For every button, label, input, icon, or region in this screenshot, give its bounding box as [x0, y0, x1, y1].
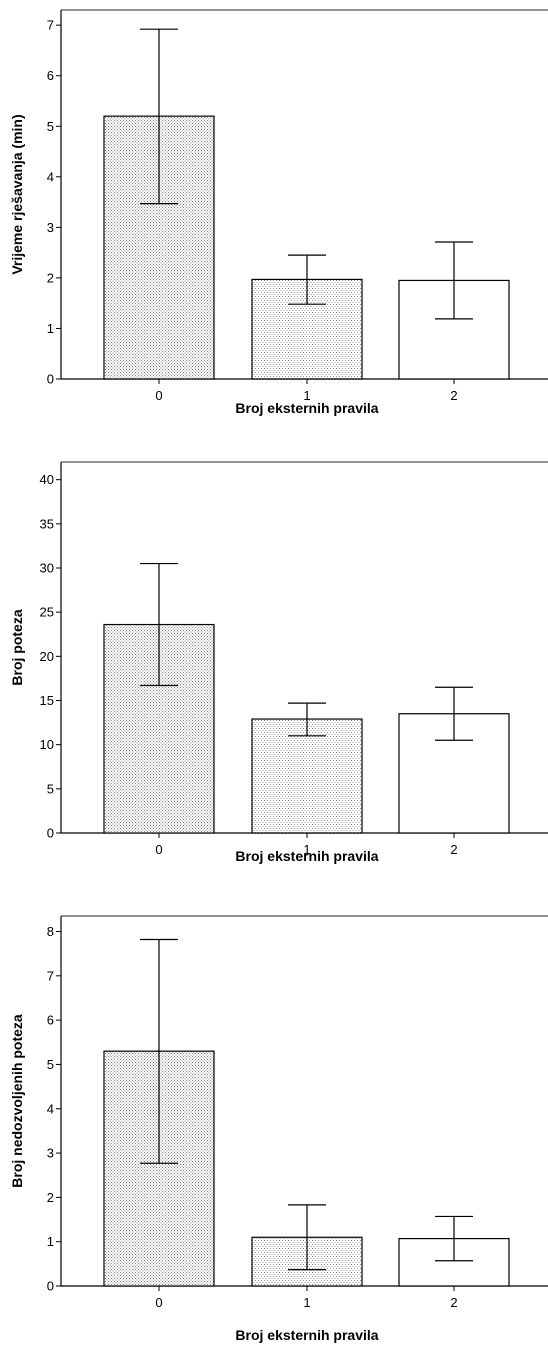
y-tick-label: 6	[47, 68, 54, 83]
x-axis-title: Broj eksternih pravila	[235, 848, 378, 864]
y-tick-label: 20	[40, 649, 54, 664]
x-tick-label: 1	[303, 1295, 310, 1310]
x-tick-label: 2	[450, 842, 457, 857]
x-tick-label: 1	[303, 842, 310, 857]
y-tick-label: 3	[47, 1146, 54, 1161]
chart-1: 0 1 2 3 4 5 6 7 0 1 2 Broj eksternih pravila Vrijeme…	[9, 9, 548, 416]
chart-2: 0 5 10 15 20 25 30 35 40 0 1 2 Broj eksternih pravil…	[9, 461, 548, 864]
y-tick-label: 5	[47, 781, 54, 796]
x-axis-title: Broj eksternih pravila	[235, 1327, 378, 1343]
y-tick-label: 5	[47, 1057, 54, 1072]
y-tick-label: 2	[47, 270, 54, 285]
x-tick-label: 0	[155, 1295, 162, 1310]
y-tick-label: 0	[47, 372, 54, 387]
chart-3: 0 1 2 3 4 5 6 7 8 0 1 2 Broj eksternih pravila Broj n…	[9, 915, 548, 1343]
y-tick-label: 5	[47, 119, 54, 134]
y-tick-label: 30	[40, 561, 54, 576]
y-tick-label: 1	[47, 1234, 54, 1249]
y-tick-label: 4	[47, 1101, 54, 1116]
x-tick-label: 2	[450, 388, 457, 403]
y-tick-label: 7	[47, 18, 54, 33]
y-tick-label: 1	[47, 321, 54, 336]
x-tick-label: 0	[155, 842, 162, 857]
y-tick-label: 0	[47, 1279, 54, 1294]
y-tick-label: 10	[40, 737, 54, 752]
y-tick-label: 6	[47, 1013, 54, 1028]
x-tick-label: 0	[155, 388, 162, 403]
y-tick-label: 7	[47, 968, 54, 983]
y-tick-label: 4	[47, 169, 54, 184]
x-tick-label: 1	[303, 388, 310, 403]
y-tick-label: 0	[47, 826, 54, 841]
y-axis-title: Broj poteza	[9, 609, 25, 685]
y-tick-label: 25	[40, 605, 54, 620]
y-tick-label: 2	[47, 1190, 54, 1205]
y-tick-label: 3	[47, 220, 54, 235]
y-tick-label: 35	[40, 516, 54, 531]
y-axis-title: Vrijeme rješavanja (min)	[9, 114, 25, 274]
y-tick-label: 40	[40, 472, 54, 487]
x-tick-label: 2	[450, 1295, 457, 1310]
y-tick-label: 8	[47, 924, 54, 939]
y-axis-title: Broj nedozvoljenih poteza	[9, 1014, 25, 1188]
x-axis-title: Broj eksternih pravila	[235, 400, 378, 416]
bar	[251, 718, 363, 834]
y-tick-label: 15	[40, 693, 54, 708]
